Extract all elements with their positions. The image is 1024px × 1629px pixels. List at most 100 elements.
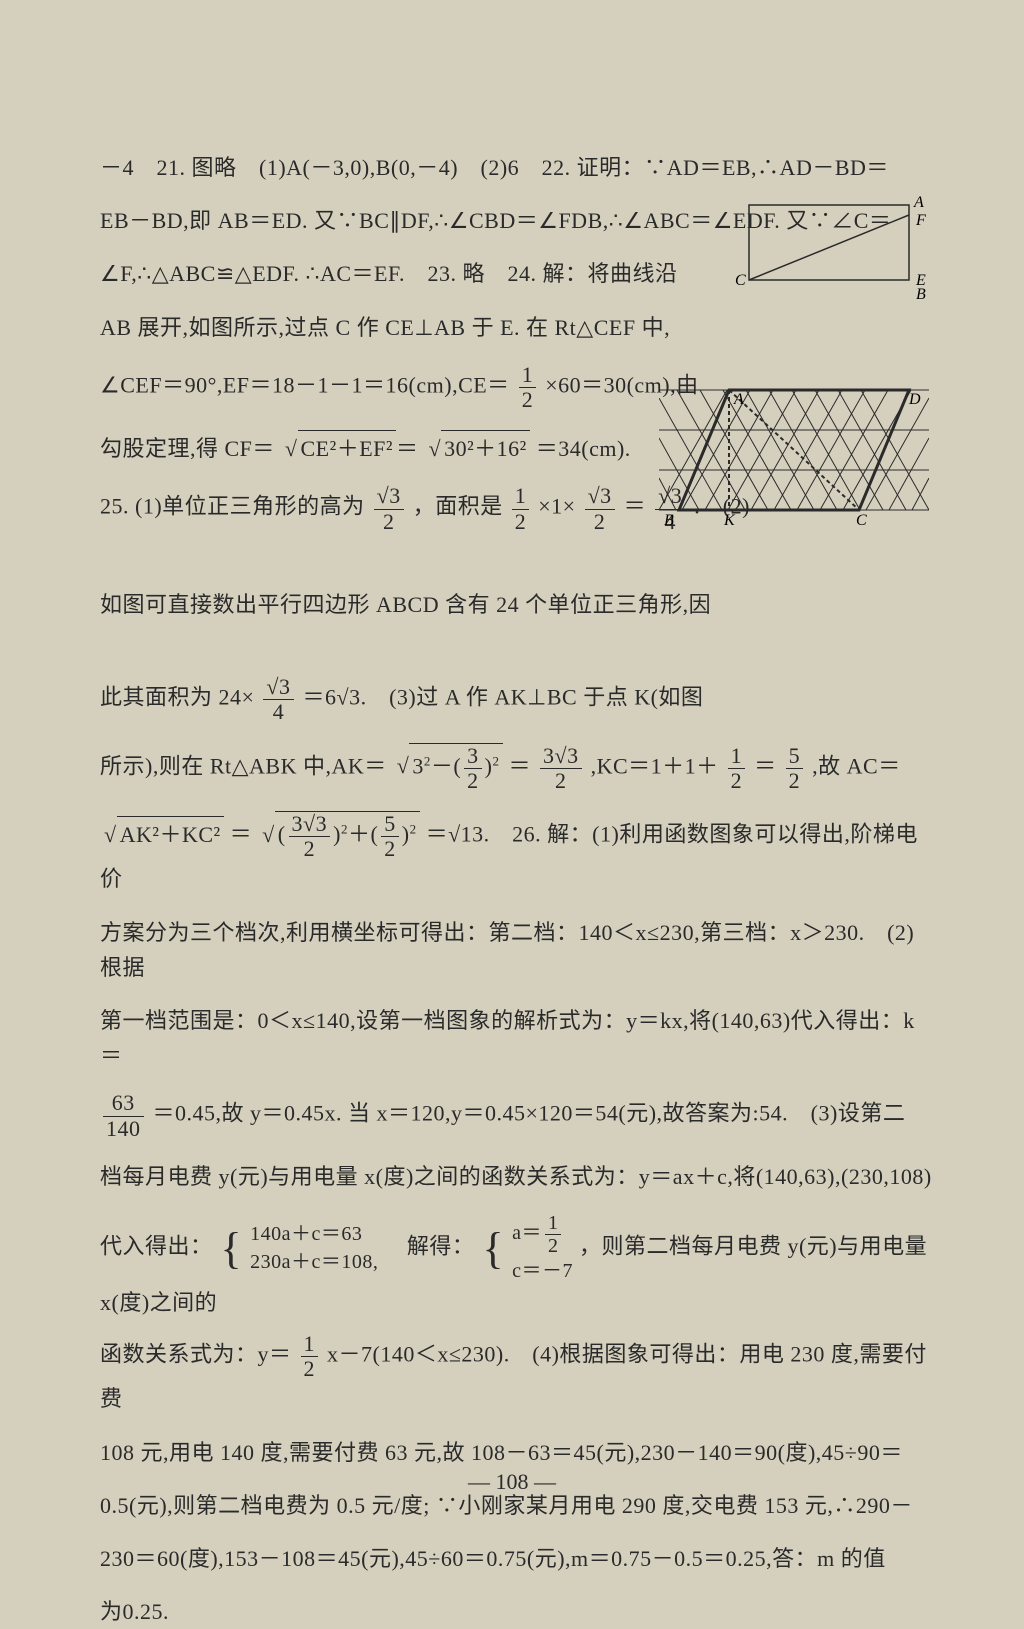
numerator: 1	[519, 363, 537, 388]
text-span: ＝0.45,故 y＝0.45x. 当 x＝120,y＝0.45×120＝54(元…	[153, 1101, 906, 1126]
radicand: (3√32)2＋(52)2	[275, 811, 420, 861]
numerator: √3	[374, 484, 404, 509]
fraction: 3√32	[289, 812, 331, 861]
text-span: 此其面积为 24×	[100, 685, 254, 710]
label-B: B	[916, 286, 926, 300]
radicand: CE²＋EF²	[298, 430, 396, 466]
brace-icon: {	[221, 1229, 243, 1269]
equation-system: 140a＋c＝63 230a＋c＝108,	[250, 1220, 378, 1276]
equation: 140a＋c＝63	[250, 1220, 378, 1248]
denominator: 140	[103, 1117, 144, 1141]
radicand: 30²＋16²	[441, 430, 530, 466]
text-span: ＝	[509, 753, 532, 778]
text-line: AB 展开,如图所示,过点 C 作 CE⊥AB 于 E. 在 Rt△CEF 中,	[100, 310, 934, 345]
denominator: 2	[381, 837, 399, 861]
label-D: D	[908, 391, 921, 408]
label-B: B	[664, 512, 674, 529]
equation: a＝12	[512, 1212, 573, 1257]
denominator: 2	[728, 769, 746, 793]
denominator: 2	[540, 769, 582, 793]
label-F: F	[915, 212, 926, 229]
text-line: 方案分为三个档次,利用横坐标可得出：第二档：140＜x≤230,第三档：x＞23…	[100, 915, 934, 985]
numerator: 5	[381, 812, 399, 837]
text-span: ∠F,∴△ABC≌△EDF. ∴AC＝EF. 23. 略 24. 解：将曲线沿	[100, 261, 677, 286]
numerator: √3	[263, 675, 293, 700]
text-line: 所示),则在 Rt△ABK 中,AK＝ 32－(32)2 ＝ 3√32 ,KC＝…	[100, 743, 934, 793]
numerator: 3√3	[540, 744, 582, 769]
text-line: 函数关系式为：y＝ 12 x－7(140＜x≤230). (4)根据图象可得出：…	[100, 1332, 934, 1417]
fraction: 12	[301, 1332, 319, 1381]
text-line: 230＝60(度),153－108＝45(元),45÷60＝0.75(元),m＝…	[100, 1541, 934, 1576]
fraction: 12	[545, 1212, 562, 1257]
text-span: ＝6√3. (3)过 A 作 AK⊥BC 于点 K(如图	[303, 685, 704, 710]
equation: 230a＋c＝108,	[250, 1248, 378, 1276]
equation-system: a＝12 c＝－7	[512, 1212, 573, 1285]
brace-icon: {	[482, 1229, 504, 1269]
fraction: √32	[585, 484, 615, 533]
text-span: AB 展开,如图所示,过点 C 作 CE⊥AB 于 E. 在 Rt△CEF 中,	[100, 315, 670, 340]
text-span: ＝	[230, 822, 253, 847]
numerator: 3	[464, 744, 482, 769]
text-line: 档每月电费 y(元)与用电量 x(度)之间的函数关系式为：y＝ax＋c,将(14…	[100, 1159, 934, 1194]
denominator: 2	[519, 388, 537, 412]
denominator: 2	[786, 769, 804, 793]
sqrt: 32－(32)2	[393, 743, 503, 793]
radicand: AK²＋KC²	[117, 816, 224, 852]
fraction: 52	[786, 744, 804, 793]
text-line: 为0.25.	[100, 1594, 934, 1629]
label-A: A	[913, 195, 924, 211]
text-span: 勾股定理,得 CF＝	[100, 436, 275, 461]
denominator: 2	[301, 1357, 319, 1381]
numerator: 5	[786, 744, 804, 769]
denominator: 2	[289, 837, 331, 861]
numerator: √3	[585, 484, 615, 509]
fraction: 63140	[103, 1091, 144, 1140]
label-A: A	[733, 391, 744, 408]
numerator: 3√3	[289, 812, 331, 837]
denominator: 2	[545, 1235, 562, 1257]
fraction: 12	[728, 744, 746, 793]
denominator: 4	[263, 700, 293, 724]
fraction: 3√32	[540, 744, 582, 793]
denominator: 2	[512, 510, 530, 534]
text-span: ＝34(cm).	[536, 436, 631, 461]
fraction: 32	[464, 744, 482, 793]
numerator: 1	[301, 1332, 319, 1357]
text-span: ×1×	[538, 494, 575, 519]
page: －4 21. 图略 (1)A(－3,0),B(0,－4) (2)6 22. 证明…	[0, 0, 1024, 1590]
text-line: 108 元,用电 140 度,需要付费 63 元,故 108－63＝45(元),…	[100, 1435, 934, 1470]
fraction: √34	[263, 675, 293, 724]
text-span: 函数关系式为：y＝	[100, 1342, 292, 1367]
sqrt: CE²＋EF²	[281, 430, 396, 466]
numerator: 1	[728, 744, 746, 769]
denominator: 2	[585, 510, 615, 534]
text-span: ＝	[754, 753, 777, 778]
text-line: 63140 ＝0.45,故 y＝0.45x. 当 x＝120,y＝0.45×12…	[100, 1091, 934, 1140]
label-K: K	[723, 512, 736, 529]
figure-triangle-grid: A D B K C	[659, 380, 929, 540]
fraction: 52	[381, 812, 399, 861]
text-span: 25. (1)单位正三角形的高为	[100, 494, 365, 519]
text-span: 如图可直接数出平行四边形 ABCD 含有 24 个单位正三角形,因	[100, 592, 711, 617]
numerator: 63	[103, 1091, 144, 1116]
denominator: 2	[464, 769, 482, 793]
fraction: 12	[519, 363, 537, 412]
page-number: — 108 —	[0, 1469, 1024, 1495]
figure-rectangle: A F C E B	[729, 195, 929, 300]
numerator: 1	[545, 1212, 562, 1235]
label-C: C	[856, 512, 867, 529]
text-span: ,KC＝1＋1＋	[591, 753, 719, 778]
fraction: 12	[512, 484, 530, 533]
fraction: √32	[374, 484, 404, 533]
sqrt: 30²＋16²	[425, 430, 530, 466]
text-span: 解得：	[407, 1233, 475, 1258]
denominator: 2	[374, 510, 404, 534]
sqrt: (3√32)2＋(52)2	[258, 811, 419, 861]
text-span: ,故 AC＝	[812, 753, 901, 778]
text-line: AK²＋KC² ＝ (3√32)2＋(52)2 ＝√13. 26. 解：(1)利…	[100, 811, 934, 897]
label-C: C	[735, 272, 746, 289]
text-line: 此其面积为 24× √34 ＝6√3. (3)过 A 作 AK⊥BC 于点 K(…	[100, 675, 934, 724]
text-line: 第一档范围是：0＜x≤140,设第一档图象的解析式为：y＝kx,将(140,63…	[100, 1003, 934, 1073]
text-span: 代入得出：	[100, 1233, 213, 1258]
equation: c＝－7	[512, 1257, 573, 1285]
